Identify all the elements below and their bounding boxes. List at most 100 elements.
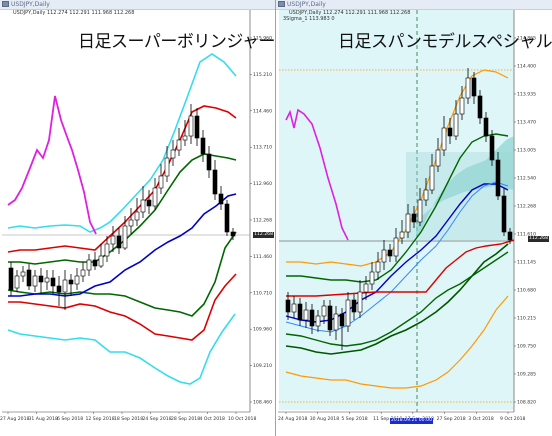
price-candle: [471, 77, 477, 97]
upper-inner-band: [286, 133, 509, 283]
price-candle: [477, 95, 483, 119]
price-candle: [152, 187, 158, 207]
price-tick-label: 112.960: [253, 181, 272, 187]
price-candle: [429, 165, 435, 191]
lower-inner-band: [285, 251, 509, 347]
date-tick-label: 24 Sep 2018: [143, 416, 172, 422]
price-candle: [297, 303, 303, 321]
price-candle: [170, 149, 176, 159]
price-candle: [74, 275, 80, 285]
price-candle: [188, 115, 194, 137]
price-candle: [164, 157, 170, 177]
price-candle: [176, 139, 182, 151]
right-window-title: USDJPY,Daily: [287, 1, 326, 8]
price-tick-label: 113.935: [517, 92, 536, 98]
left-price-chart[interactable]: 115.960 115.210 114.460 113.710 112.960 112.2…: [0, 0, 275, 436]
price-candle: [98, 255, 104, 267]
price-candle: [44, 277, 50, 283]
price-candle: [483, 117, 489, 137]
price-candle: [435, 149, 441, 167]
price-candle: [447, 127, 453, 137]
price-candle: [441, 127, 447, 151]
price-tick-label: 115.960: [253, 36, 272, 42]
price-candle: [38, 275, 44, 283]
price-candle: [399, 231, 405, 239]
price-candle: [363, 283, 369, 293]
price-candle: [369, 271, 375, 285]
date-tick-label: 10 Oct 2018: [228, 416, 256, 422]
price-tick-label: 114.460: [253, 108, 272, 114]
price-candle: [411, 213, 417, 223]
price-candle: [285, 299, 291, 313]
lower-inner-band: [7, 231, 237, 317]
left-window-title: USDJPY,Daily: [11, 1, 50, 8]
price-tick-label: 113.710: [253, 145, 272, 151]
chart-window-icon: [2, 1, 9, 7]
price-candle: [218, 193, 224, 205]
price-candle: [8, 267, 14, 291]
price-candle: [345, 299, 351, 327]
right-window-titlebar[interactable]: USDJPY,Daily: [276, 0, 552, 10]
upper-inner-band: [8, 153, 237, 265]
price-candle: [393, 237, 399, 257]
price-candle: [200, 137, 206, 155]
price-candle: [453, 113, 459, 137]
price-tick-label: 111.145: [517, 260, 536, 266]
price-candle: [50, 277, 56, 287]
date-tick-label: 11 Sep 2018: [373, 416, 402, 422]
date-tick-label: 18 Sep 2018: [114, 416, 143, 422]
right-time-marker: 2018.09.21 00:00: [390, 418, 434, 424]
date-tick-label: 27 Aug 2018: [0, 416, 30, 422]
price-candle: [387, 249, 393, 257]
price-candle: [212, 169, 218, 195]
price-candle: [158, 175, 164, 189]
date-tick-label: 30 Aug 2018: [310, 416, 340, 422]
price-tick-label: 109.750: [517, 344, 536, 350]
right-chart-title: 日足スパンモデルスペシャル: [338, 32, 552, 52]
price-tick-label: 109.960: [253, 327, 272, 333]
upper-mid-band: [7, 105, 237, 253]
price-candle: [459, 97, 465, 115]
price-tick-label: 113.470: [517, 120, 536, 126]
right-price-chart[interactable]: 114.865 114.400 113.935 113.470 113.005 112.5…: [276, 0, 552, 436]
price-candle: [62, 279, 68, 293]
lower-outer-band: [285, 295, 509, 389]
price-candle: [405, 213, 411, 233]
price-tick-label: 115.210: [253, 72, 272, 78]
price-tick-label: 111.460: [253, 254, 272, 260]
price-candle: [14, 275, 20, 289]
price-candle: [194, 115, 200, 139]
price-candle: [291, 303, 297, 313]
middle-band: [285, 183, 509, 323]
date-tick-label: 12 Sep 2018: [86, 416, 115, 422]
price-tick-label: 112.540: [517, 176, 536, 182]
price-candle: [321, 305, 327, 317]
lower-outer-band: [7, 313, 236, 385]
upper-outer-band: [7, 53, 237, 233]
right-chart-window[interactable]: USDJPY,Daily 114.865 114.400 113.935 113.47…: [276, 0, 552, 436]
price-tick-label: 111.610: [517, 232, 536, 238]
left-window-titlebar[interactable]: USDJPY,Daily: [0, 0, 275, 10]
price-candle: [128, 219, 134, 227]
price-candle: [333, 313, 339, 331]
chart-window-icon: [278, 1, 285, 7]
price-candle: [327, 305, 333, 331]
left-chart-window[interactable]: USDJPY,Daily USDJPY,Daily 112.274 112.29…: [0, 0, 276, 436]
price-candle: [423, 189, 429, 201]
price-candle: [182, 135, 188, 141]
date-tick-label: 27 Sep 2018: [437, 416, 466, 422]
price-candle: [86, 259, 92, 271]
price-candle: [375, 261, 381, 273]
price-candle: [110, 235, 116, 245]
price-candle: [309, 309, 315, 327]
date-tick-label: 4 Oct 2018: [200, 416, 226, 422]
date-tick-label: 9 Oct 2018: [500, 416, 526, 422]
left-current-price-tag: 112.268: [253, 232, 274, 238]
left-ohlc-readout: USDJPY,Daily 112.274 112.291 111.968 112…: [13, 10, 135, 16]
price-tick-label: 114.400: [517, 64, 536, 70]
price-candle: [303, 309, 309, 321]
lower-span-line: [285, 243, 509, 355]
price-tick-label: 108.460: [253, 400, 272, 406]
price-candle: [315, 315, 321, 327]
price-candle: [104, 243, 110, 257]
